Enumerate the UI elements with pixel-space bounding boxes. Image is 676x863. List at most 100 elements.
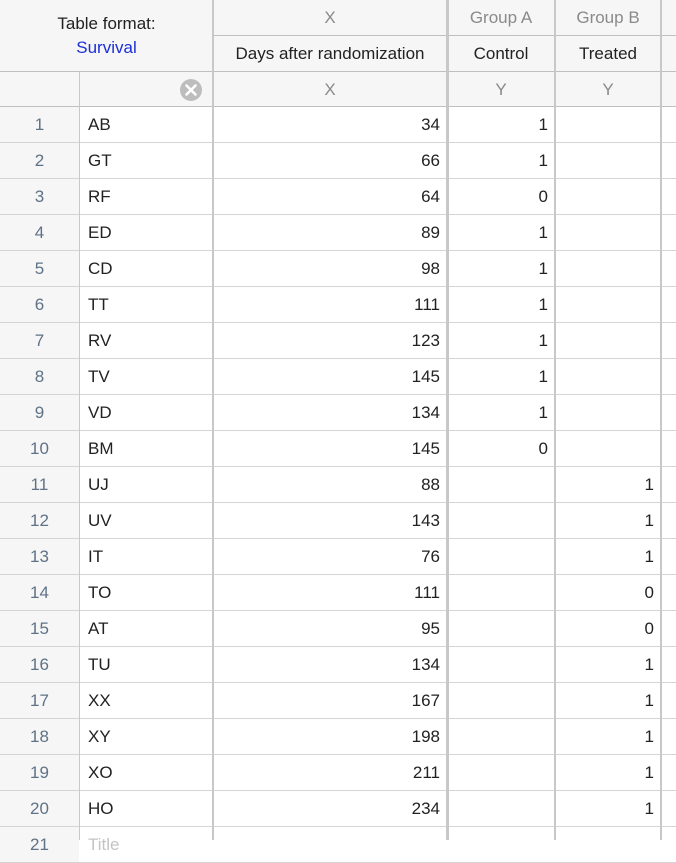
data-cell[interactable]: 134 (411, 403, 440, 422)
data-cell[interactable]: 123 (411, 331, 440, 350)
data-cell[interactable] (555, 287, 661, 323)
row-title[interactable]: XY (88, 727, 111, 746)
data-cell[interactable] (555, 431, 661, 467)
data-cell[interactable]: 34 (421, 115, 440, 134)
data-cell[interactable]: 167 (411, 691, 440, 710)
row-number: 10 (0, 431, 79, 467)
data-cell[interactable]: 1 (538, 403, 548, 422)
row-title[interactable]: CD (88, 259, 113, 278)
data-cell[interactable]: 1 (644, 547, 654, 566)
row-number: 8 (0, 359, 79, 395)
data-cell[interactable]: 1 (644, 799, 654, 818)
row-number: 11 (0, 467, 79, 503)
column-title[interactable]: Treated (555, 36, 661, 72)
row-title[interactable]: ED (88, 223, 112, 242)
column-group[interactable]: Group A (447, 0, 555, 36)
data-cell[interactable] (555, 215, 661, 251)
data-cell[interactable] (555, 359, 661, 395)
row-title[interactable]: IT (88, 547, 104, 566)
data-cell[interactable]: 1 (538, 331, 548, 350)
data-cell[interactable]: 1 (538, 367, 548, 386)
data-cell[interactable]: 134 (411, 655, 440, 674)
data-cell[interactable] (447, 683, 555, 719)
row-title[interactable]: RV (88, 331, 112, 350)
data-cell[interactable]: 98 (421, 259, 440, 278)
data-cell[interactable]: 95 (421, 619, 440, 638)
data-cell[interactable] (447, 611, 555, 647)
data-cell[interactable]: 66 (421, 151, 440, 170)
data-cell[interactable]: 1 (644, 691, 654, 710)
data-cell[interactable] (447, 791, 555, 827)
data-cell[interactable]: 111 (414, 583, 440, 602)
data-cell[interactable]: 88 (421, 475, 440, 494)
row-title[interactable]: HO (88, 799, 114, 818)
header-filler (661, 0, 676, 107)
data-cell[interactable] (447, 755, 555, 791)
data-cell[interactable]: 145 (411, 367, 440, 386)
data-cell[interactable]: 1 (644, 475, 654, 494)
data-cell[interactable]: 64 (421, 187, 440, 206)
data-cell[interactable]: 0 (538, 187, 548, 206)
row-title[interactable]: TO (88, 583, 112, 602)
data-cell[interactable]: 111 (414, 295, 440, 314)
data-cell[interactable]: 1 (644, 727, 654, 746)
data-cell[interactable]: 234 (411, 799, 440, 818)
row-title[interactable]: TT (88, 295, 109, 314)
row-title[interactable]: TV (88, 367, 110, 386)
data-cell[interactable] (447, 539, 555, 575)
data-cell[interactable] (555, 323, 661, 359)
data-cell[interactable] (213, 827, 447, 863)
column-group[interactable]: Group B (555, 0, 661, 36)
data-cell[interactable]: 145 (411, 439, 440, 458)
data-cell[interactable] (447, 503, 555, 539)
data-cell[interactable]: 1 (644, 763, 654, 782)
data-cell[interactable]: 1 (538, 223, 548, 242)
data-cell[interactable] (447, 647, 555, 683)
data-cell[interactable]: 0 (644, 619, 654, 638)
data-cell[interactable] (555, 827, 661, 863)
data-cell[interactable]: 1 (538, 151, 548, 170)
data-cell[interactable] (555, 143, 661, 179)
data-cell[interactable]: 76 (421, 547, 440, 566)
column-group[interactable]: X (213, 0, 447, 36)
column-line (554, 0, 556, 840)
column-title[interactable]: Control (447, 36, 555, 72)
data-cell[interactable]: 143 (411, 511, 440, 530)
row-title[interactable]: VD (88, 403, 112, 422)
format-value[interactable]: Survival (76, 38, 137, 57)
data-cell[interactable]: 0 (538, 439, 548, 458)
row-title[interactable]: XX (88, 691, 111, 710)
row-title[interactable]: UV (88, 511, 112, 530)
column-title[interactable]: Days after randomization (213, 36, 447, 72)
data-cell[interactable]: 1 (538, 115, 548, 134)
data-cell[interactable] (447, 719, 555, 755)
row-line (0, 430, 676, 431)
row-title[interactable]: AB (88, 115, 111, 134)
data-cell[interactable] (555, 179, 661, 215)
row-number: 21 (0, 827, 79, 863)
row-title[interactable]: AT (88, 619, 109, 638)
clear-icon[interactable] (179, 78, 203, 102)
row-title[interactable]: GT (88, 151, 112, 170)
row-line (0, 466, 676, 467)
data-cell[interactable] (447, 575, 555, 611)
data-cell[interactable] (447, 467, 555, 503)
row-title[interactable]: RF (88, 187, 111, 206)
data-cell[interactable]: 1 (644, 655, 654, 674)
row-title[interactable]: BM (88, 439, 114, 458)
data-cell[interactable]: 1 (538, 295, 548, 314)
data-cell[interactable]: 198 (411, 727, 440, 746)
data-cell[interactable] (555, 251, 661, 287)
row-title[interactable]: TU (88, 655, 111, 674)
data-cell[interactable]: 89 (421, 223, 440, 242)
row-title[interactable]: Title (88, 835, 120, 854)
data-cell[interactable] (555, 107, 661, 143)
data-cell[interactable]: 211 (412, 763, 440, 782)
data-cell[interactable]: 0 (644, 583, 654, 602)
data-cell[interactable] (555, 395, 661, 431)
row-title[interactable]: UJ (88, 475, 109, 494)
data-cell[interactable]: 1 (538, 259, 548, 278)
data-cell[interactable] (447, 827, 555, 863)
row-title[interactable]: XO (88, 763, 113, 782)
data-cell[interactable]: 1 (644, 511, 654, 530)
